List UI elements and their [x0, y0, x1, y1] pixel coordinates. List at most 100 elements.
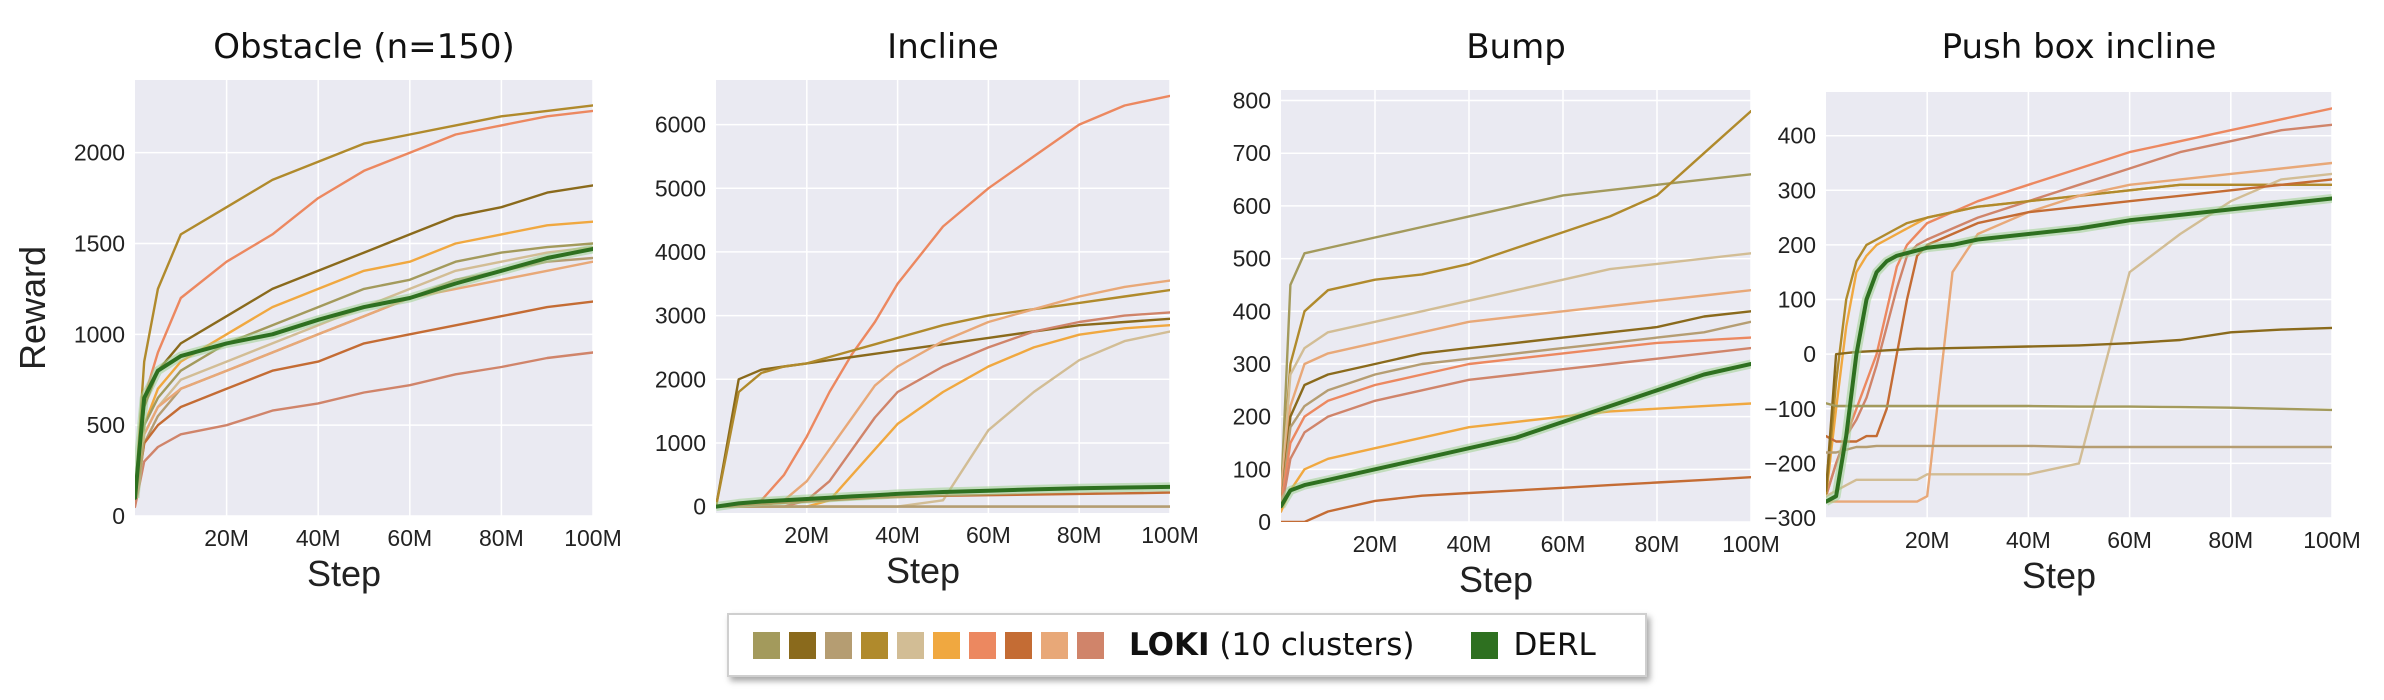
y-tick-label: 2000 — [655, 366, 706, 392]
x-tick-label: 100M — [564, 525, 622, 551]
y-tick-label: 200 — [1233, 404, 1271, 430]
y-tick-label: 3000 — [655, 303, 706, 329]
chart-panel-1: 20M 40M 60M 80M 100M 0 500 1000 1500 2000 Obstacle… — [12, 27, 622, 594]
y-tick-label: 0 — [1258, 509, 1271, 535]
series-line-loki-1 — [1281, 173, 1751, 497]
series-line-loki-9 — [1826, 402, 2332, 412]
charts-figure: 20M 40M 60M 80M 100M0500100015002000Obstacle… — [12, 27, 2361, 600]
y-tick-label: 1000 — [655, 430, 706, 456]
y-tick-label: 500 — [1233, 246, 1271, 272]
series-line-derl — [716, 484, 1170, 509]
legend-swatch-loki-6 — [933, 631, 960, 659]
chart-panel-3: 20M 40M 60M 80M 100M 0 100 200 300 400 500 600 700 80… — [1233, 27, 1780, 600]
series-line-loki-2 — [135, 109, 593, 499]
y-tick-label: 6000 — [655, 112, 706, 138]
y-tick-label: 2000 — [74, 140, 125, 166]
x-tick-label: 80M — [1635, 531, 1680, 557]
series-line-loki-8 — [135, 260, 593, 507]
x-axis-label: Step — [1459, 559, 1533, 600]
x-tick-label: 20M — [204, 525, 249, 551]
y-tick-label: 1000 — [74, 321, 125, 347]
series-line-derl — [1826, 196, 2332, 504]
series-line-loki-5 — [1826, 172, 2332, 498]
x-tick-label: 40M — [1447, 531, 1492, 557]
series-line-derl — [135, 246, 593, 500]
series-line-loki-2 — [1826, 123, 2332, 498]
series-line-loki-4 — [135, 220, 593, 503]
series-group — [135, 104, 593, 509]
plot-background — [135, 80, 593, 516]
x-tick-label: 100M — [1722, 531, 1780, 557]
y-tick-label: −100 — [1764, 396, 1816, 422]
series-line-loki-10 — [1826, 444, 2332, 454]
chart-title: Push box incline — [1942, 27, 2217, 67]
y-tick-label: 5000 — [655, 175, 706, 201]
x-tick-label: 20M — [784, 522, 829, 548]
legend-swatch-loki-10 — [1077, 631, 1104, 659]
y-tick-label: 0 — [1803, 341, 1816, 367]
legend-label-loki-rest: (10 clusters) — [1219, 627, 1415, 663]
y-tick-label: 800 — [1233, 88, 1271, 114]
series-line-loki-1 — [1826, 107, 2332, 498]
legend-swatch-loki-7 — [969, 631, 996, 659]
y-tick-label: 1500 — [74, 231, 125, 257]
series-line-loki-2 — [1281, 109, 1751, 497]
legend-swatch-loki-4 — [861, 631, 888, 659]
y-axis-label: Reward — [12, 246, 53, 370]
legend-label-loki-bold: LOKI — [1129, 627, 1210, 663]
plot-background — [1281, 90, 1751, 522]
y-tick-label: 400 — [1778, 123, 1816, 149]
x-tick-label: 40M — [875, 522, 920, 548]
x-axis-label: Step — [886, 550, 960, 591]
legend-swatch-loki-9 — [1041, 631, 1068, 659]
series-line-loki-9 — [135, 300, 593, 507]
legend-swatch-loki-8 — [1005, 631, 1032, 659]
series-line-loki-3 — [1281, 252, 1751, 497]
plot-background — [1826, 92, 2332, 518]
series-line-loki-10 — [1281, 476, 1751, 522]
series-line-loki-8 — [1281, 346, 1751, 513]
y-tick-label: 400 — [1233, 298, 1271, 324]
x-tick-label: 80M — [1057, 522, 1102, 548]
x-tick-label: 60M — [2107, 527, 2152, 553]
y-tick-label: −300 — [1764, 505, 1816, 531]
chart-panel-4: 20M 40M 60M 80M 100M −300 −200 −100 0 100 200 300 40… — [1764, 27, 2361, 596]
y-tick-label: 100 — [1233, 456, 1271, 482]
x-axis-label: Step — [307, 553, 381, 594]
x-tick-label: 80M — [479, 525, 524, 551]
series-line-loki-5 — [1281, 310, 1751, 508]
series-group — [1826, 107, 2332, 506]
y-tick-label: 100 — [1778, 287, 1816, 313]
x-tick-label: 20M — [1353, 531, 1398, 557]
y-tick-label: 0 — [693, 494, 706, 520]
y-tick-label: 300 — [1778, 177, 1816, 203]
legend: LOKI (10 clusters) DERL — [727, 613, 1647, 677]
x-tick-label: 100M — [2303, 527, 2361, 553]
y-tick-label: 200 — [1778, 232, 1816, 258]
y-tick-label: −200 — [1764, 450, 1816, 476]
legend-swatch-loki-5 — [897, 631, 924, 659]
series-group — [1281, 109, 1751, 522]
chart-panel-2: 20M 40M 60M 80M 100M 0 1000 2000 3000 4000 5000 600… — [655, 27, 1199, 591]
y-tick-label: 500 — [87, 412, 125, 438]
legend-swatch-loki-3 — [825, 631, 852, 659]
x-tick-label: 20M — [1905, 527, 1950, 553]
legend-swatch-derl — [1470, 631, 1498, 659]
x-tick-label: 60M — [1541, 531, 1586, 557]
plot-background — [716, 80, 1170, 513]
y-tick-label: 4000 — [655, 239, 706, 265]
x-tick-label: 60M — [966, 522, 1011, 548]
series-line-loki-10 — [135, 351, 593, 509]
y-tick-label: 0 — [112, 503, 125, 529]
chart-title: Incline — [887, 27, 999, 67]
x-tick-label: 40M — [2006, 527, 2051, 553]
series-line-derl — [1281, 362, 1751, 509]
x-tick-label: 80M — [2208, 527, 2253, 553]
x-tick-label: 60M — [387, 525, 432, 551]
series-line-loki-9 — [1281, 402, 1751, 513]
chart-title: Obstacle (n=150) — [213, 27, 515, 67]
x-tick-label: 40M — [296, 525, 341, 551]
series-line-loki-6 — [1281, 320, 1751, 508]
chart-title: Bump — [1466, 27, 1566, 67]
series-line-loki-6 — [1826, 161, 2332, 503]
